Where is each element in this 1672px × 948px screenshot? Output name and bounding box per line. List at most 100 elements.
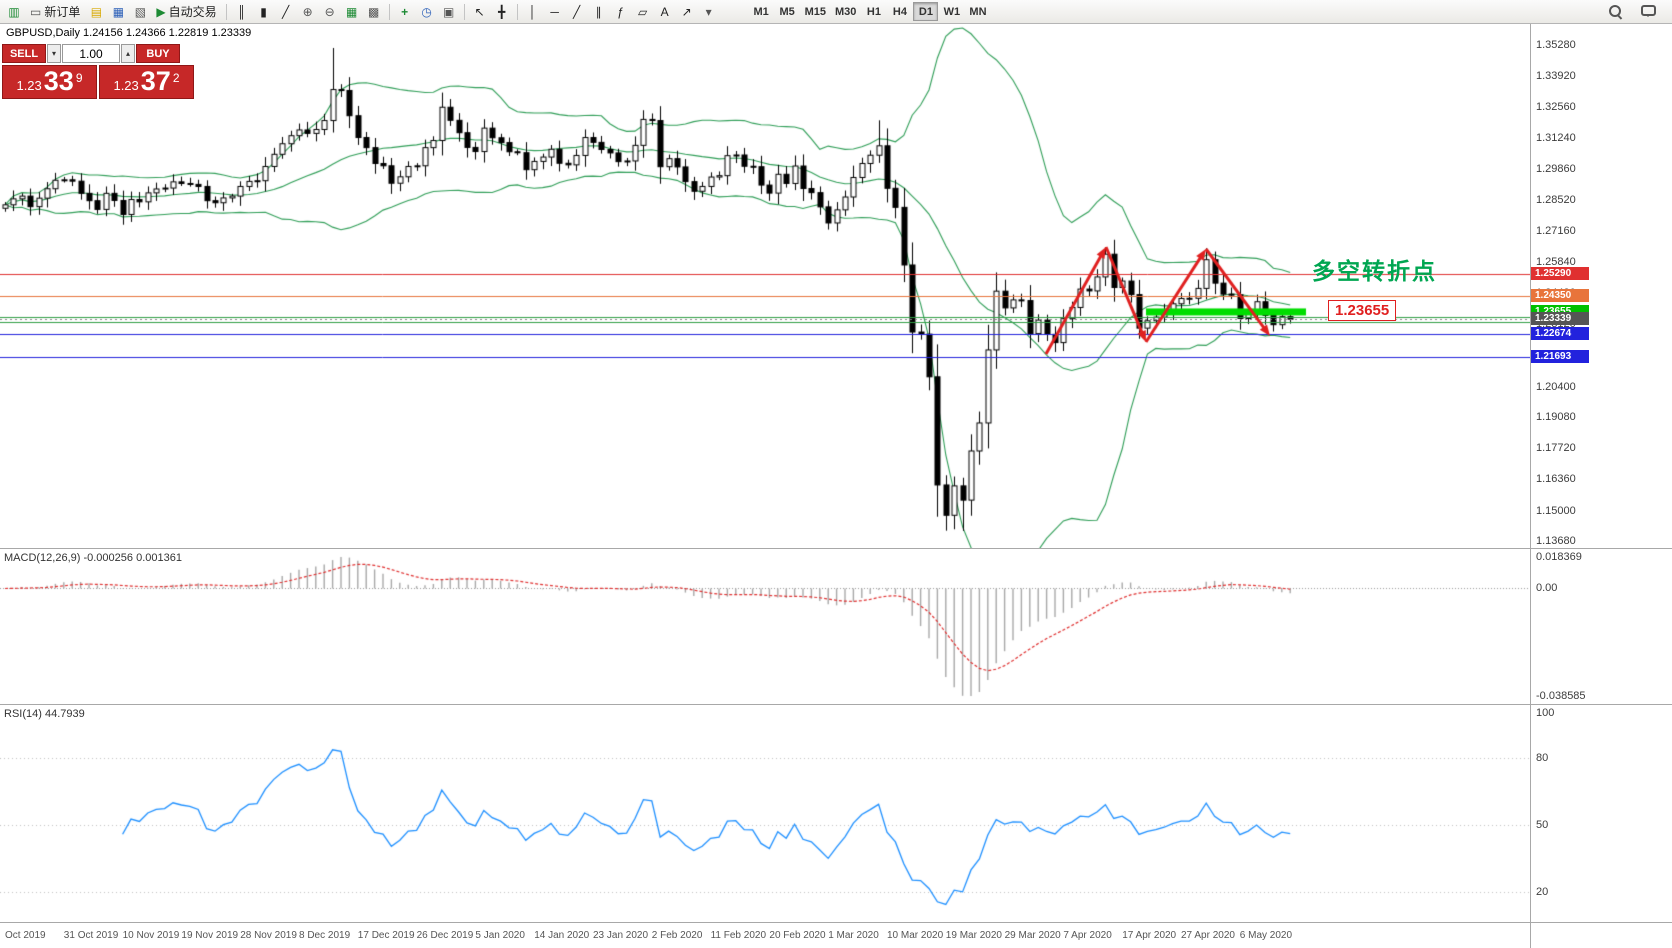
bar-chart-button[interactable]: ║ — [232, 2, 252, 22]
turning-point-annotation: 多空转折点 — [1312, 258, 1437, 284]
toolbar-separator — [516, 3, 518, 20]
search-button[interactable] — [1604, 2, 1627, 22]
template-icon: ▣ — [442, 4, 455, 19]
date-label: 31 Oct 2019 — [63, 930, 119, 941]
line-chart-button[interactable]: ╱ — [276, 2, 296, 22]
candlestick-icon: ▮ — [260, 4, 267, 19]
more-tools-button[interactable]: ▾ — [699, 2, 719, 22]
timeframe-mn[interactable]: MN — [969, 5, 987, 18]
vertical-line-tool-button[interactable]: │ — [523, 2, 543, 22]
clock-icon: ◷ — [421, 4, 432, 19]
zoom-out-button[interactable]: ⊖ — [320, 2, 340, 22]
profiles-button[interactable]: ▤ — [86, 2, 106, 22]
rsi-panel: RSI(14) 44.7939 — [0, 705, 1530, 922]
date-label: 17 Apr 2020 — [1122, 930, 1177, 941]
panel-divider[interactable] — [0, 704, 1672, 705]
sell-price-display[interactable]: 1.23 33 9 — [2, 65, 97, 99]
timeframe-m15[interactable]: M15 — [804, 5, 827, 18]
cursor-tool-button[interactable]: ↖ — [470, 2, 490, 22]
chart-window-button[interactable]: ▥ — [4, 2, 24, 22]
crosshair-tool-button[interactable]: ╋ — [492, 2, 512, 22]
date-label: 20 Feb 2020 — [769, 930, 826, 941]
timeframe-m1[interactable]: M1 — [753, 5, 769, 18]
price-tick-label: 1.31240 — [1536, 131, 1576, 144]
panel-divider[interactable] — [0, 548, 1672, 549]
date-label: 26 Dec 2019 — [416, 930, 474, 941]
period-button[interactable]: ◷ — [417, 2, 437, 22]
tile-windows-icon: ▦ — [345, 4, 358, 19]
date-axis[interactable]: Oct 2019 31 Oct 2019 10 Nov 2019 19 Nov 201… — [0, 923, 1530, 948]
fibonacci-tool-button[interactable]: ƒ — [611, 2, 631, 22]
macd-canvas[interactable] — [0, 549, 1530, 704]
buy-price-display[interactable]: 1.23 37 2 — [99, 65, 194, 99]
sell-price-big: 33 — [43, 66, 74, 97]
channel-tool-button[interactable]: ∥ — [589, 2, 609, 22]
timeframe-h1[interactable]: H1 — [866, 5, 881, 18]
bar-chart-icon: ║ — [237, 4, 246, 19]
price-tick-label: 1.28520 — [1536, 194, 1576, 207]
profiles-icon: ▤ — [90, 4, 103, 19]
tile-windows-button[interactable]: ▦ — [342, 2, 362, 22]
buy-button[interactable]: BUY — [136, 44, 180, 63]
price-tick-label: 1.17720 — [1536, 442, 1576, 455]
horizontal-line-tool-button[interactable]: ─ — [545, 2, 565, 22]
sell-button[interactable]: SELL — [2, 44, 46, 63]
timeframe-m30[interactable]: M30 — [835, 5, 857, 18]
template-button[interactable]: ▣ — [439, 2, 459, 22]
volume-input[interactable] — [62, 44, 120, 63]
timeframe-h4[interactable]: H4 — [892, 5, 907, 18]
indicator-scale-label: 50 — [1536, 818, 1549, 831]
price-tag: 1.25290 — [1531, 267, 1589, 281]
date-label: 17 Dec 2019 — [357, 930, 415, 941]
rsi-canvas[interactable] — [0, 705, 1530, 922]
macd-label: MACD(12,26,9) -0.000256 0.001361 — [4, 552, 182, 564]
price-tag: 1.24350 — [1531, 288, 1589, 302]
shapes-tool-button[interactable]: ▱ — [633, 2, 653, 22]
market-watch-icon: ▦ — [112, 4, 125, 19]
timeframe-w1[interactable]: W1 — [943, 5, 961, 18]
panel-divider — [0, 922, 1672, 923]
zoom-in-icon: ⊕ — [302, 4, 313, 19]
price-tag: 1.23339 — [1531, 312, 1589, 326]
price-tick-label: 1.19080 — [1536, 411, 1576, 423]
timeframe-m5[interactable]: M5 — [779, 5, 795, 18]
trendline-tool-button[interactable]: ╱ — [567, 2, 587, 22]
trendline-icon: ╱ — [572, 4, 581, 19]
price-chart-canvas[interactable] — [0, 24, 1530, 548]
zoom-in-button[interactable]: ⊕ — [298, 2, 318, 22]
indicator-scale-label: 20 — [1536, 885, 1549, 898]
cascade-windows-button[interactable]: ▩ — [364, 2, 384, 22]
volume-increase-button[interactable]: ▴ — [121, 44, 135, 63]
shapes-icon: ▱ — [637, 4, 648, 19]
date-label: 8 Dec 2019 — [299, 930, 351, 941]
date-label: Oct 2019 — [5, 930, 46, 941]
arrows-tool-button[interactable]: ↗ — [677, 2, 697, 22]
cascade-windows-icon: ▩ — [367, 4, 380, 19]
crosshair-icon: ╋ — [497, 4, 506, 19]
navigator-icon: ▧ — [134, 4, 147, 19]
fibonacci-icon: ƒ — [617, 4, 624, 19]
volume-decrease-button[interactable]: ▾ — [47, 44, 61, 63]
text-tool-button[interactable]: A — [655, 2, 675, 22]
market-watch-button[interactable]: ▦ — [108, 2, 128, 22]
buy-price-big: 37 — [140, 66, 171, 97]
buy-price-pip: 2 — [172, 71, 180, 85]
date-label: 11 Feb 2020 — [710, 930, 767, 941]
date-label: 7 Apr 2020 — [1063, 930, 1112, 941]
price-tick-label: 1.15000 — [1536, 504, 1576, 517]
candlestick-button[interactable]: ▮ — [254, 2, 274, 22]
buy-price-prefix: 1.23 — [113, 77, 139, 93]
auto-trading-button[interactable]: ▶ 自动交易 — [152, 2, 220, 22]
navigator-button[interactable]: ▧ — [130, 2, 150, 22]
line-chart-icon: ╱ — [281, 4, 290, 19]
indicators-button[interactable]: + — [395, 2, 415, 22]
new-order-button[interactable]: ▭ 新订单 — [26, 2, 84, 22]
horizontal-line-icon: ─ — [550, 4, 559, 19]
price-tick-label: 1.16360 — [1536, 473, 1576, 486]
chat-button[interactable] — [1637, 2, 1660, 22]
timeframe-d1[interactable]: D1 — [913, 2, 939, 21]
vertical-line-icon: │ — [528, 4, 537, 19]
auto-trading-play-icon: ▶ — [156, 4, 166, 19]
price-tick-label: 1.13680 — [1536, 535, 1576, 547]
